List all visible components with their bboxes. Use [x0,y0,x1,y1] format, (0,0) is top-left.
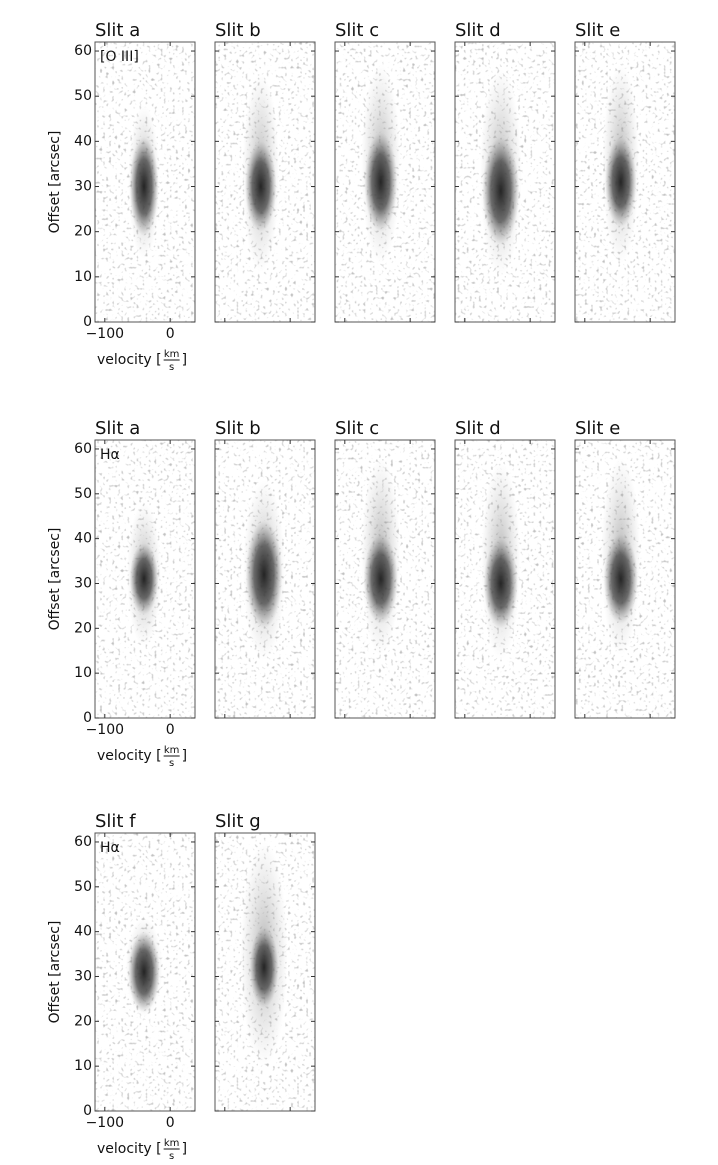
x-tick-label: 0 [166,1115,175,1131]
panel-frame [334,439,436,719]
panel [574,41,676,323]
panel [94,41,196,323]
emission-core [605,136,637,228]
panel-title: Slit a [95,20,140,41]
panel-title: Slit b [215,418,261,439]
emission-core [482,136,520,246]
x-axis-unit-den: s [169,758,174,769]
emission-core [128,931,160,1013]
y-tick-label: 0 [83,1103,92,1119]
panel-frame [334,41,436,323]
emission-core [363,534,398,624]
panel-title: Slit c [335,418,379,439]
x-axis-unit-den: s [169,1151,174,1162]
panel [214,832,316,1112]
panel-frame [214,41,316,323]
y-tick-label: 30 [74,968,92,984]
x-axis-label-close: ] [182,352,187,368]
x-tick-label: 0 [166,326,175,342]
panel-title: Slit a [95,418,140,439]
x-axis-label: velocity [ [97,1141,162,1157]
x-tick-label: −100 [86,326,124,342]
x-tick-label: 0 [166,722,175,738]
y-tick-label: 40 [74,133,92,149]
panel-title: Slit f [95,811,136,832]
emission-core [245,520,283,629]
x-axis-label-close: ] [182,1141,187,1157]
panel-frame [94,439,196,719]
panel-title: Slit d [455,418,501,439]
panel [94,832,196,1112]
panel-frame [454,439,556,719]
x-axis-label: velocity [ [97,352,162,368]
panel [94,439,196,719]
panel-frame [214,832,316,1112]
x-axis-label: velocity [ [97,748,162,764]
panel-frame [214,439,316,719]
panel-frame [574,439,676,719]
emission-core [364,132,398,232]
emission-core [129,543,159,615]
y-axis-label: Offset [arcsec] [47,921,63,1024]
emission-core [483,538,518,629]
y-tick-label: 20 [74,1013,92,1029]
panel-title: Slit e [575,20,620,41]
panel [454,439,556,719]
x-axis-label-close: ] [182,748,187,764]
emission-core [603,534,638,624]
x-axis-unit-num: km [164,349,180,360]
line-label: [O III] [100,49,139,65]
y-tick-label: 10 [74,665,92,681]
panel-title: Slit g [215,811,261,832]
panel-title: Slit e [575,418,620,439]
y-tick-label: 50 [74,879,92,895]
y-tick-label: 0 [83,314,92,330]
y-tick-label: 0 [83,710,92,726]
panel-frame [574,41,676,323]
y-tick-label: 60 [74,834,92,850]
panel [574,439,676,719]
y-tick-label: 30 [74,575,92,591]
panel [214,41,316,323]
panel-frame [94,832,196,1112]
y-axis-label: Offset [arcsec] [47,131,63,234]
y-tick-label: 20 [74,620,92,636]
x-axis-unit-num: km [164,745,180,756]
panel [334,439,436,719]
panel [454,41,556,323]
y-axis-label: Offset [arcsec] [47,528,63,631]
y-tick-label: 20 [74,224,92,240]
line-label: Hα [100,840,120,856]
emission-core [129,136,159,237]
y-tick-label: 50 [74,88,92,104]
panel-title: Slit c [335,20,379,41]
panel-frame [94,41,196,323]
y-tick-label: 40 [74,924,92,940]
x-tick-label: −100 [86,722,124,738]
emission-core [245,141,277,232]
y-tick-label: 50 [74,486,92,502]
x-axis-unit-den: s [169,362,174,373]
y-tick-label: 30 [74,179,92,195]
y-tick-label: 10 [74,1058,92,1074]
x-axis-unit-num: km [164,1138,180,1149]
y-tick-label: 60 [74,43,92,59]
y-tick-label: 40 [74,531,92,547]
y-tick-label: 10 [74,269,92,285]
panel [214,439,316,719]
panel [334,41,436,323]
line-label: Hα [100,447,120,463]
x-tick-label: −100 [86,1115,124,1131]
panel-title: Slit b [215,20,261,41]
emission-core [249,927,279,1008]
panel-title: Slit d [455,20,501,41]
panel-frame [454,41,556,323]
y-tick-label: 60 [74,441,92,457]
